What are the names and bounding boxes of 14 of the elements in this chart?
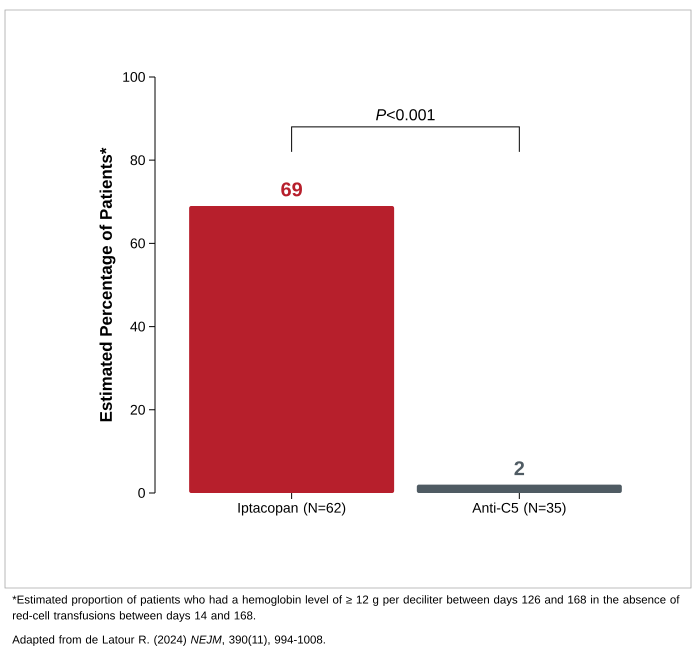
- annotation: P<0.001: [376, 109, 435, 120]
- data-label: 69: [281, 182, 302, 196]
- text: Adapted from de Latour R. (2024) NEJM, 390(11), 994-1008.: [12, 635, 325, 646]
- y-tick-label: 60: [130, 238, 145, 248]
- y-tick-label: 20: [130, 404, 145, 415]
- y-tick-label: 0: [138, 488, 145, 498]
- y-tick-label: 80: [130, 155, 145, 166]
- x-tick-label: Iptacopan (N=62): [238, 502, 346, 516]
- y-axis-title: Estimated Percentage of Patients*: [100, 148, 116, 422]
- data-label: 2: [514, 461, 524, 476]
- y-tick-label: 100: [123, 72, 145, 82]
- text: *Estimated proportion of patients who had a hemoglobin level of ≥ 12 g per deciliter between days 126 and 168 in the absence of red-cell transfusions between days 14 and 168.: [12, 595, 680, 622]
- x-tick-label: Anti-C5 (N=35): [472, 502, 566, 516]
- y-tick-label: 40: [130, 322, 145, 332]
